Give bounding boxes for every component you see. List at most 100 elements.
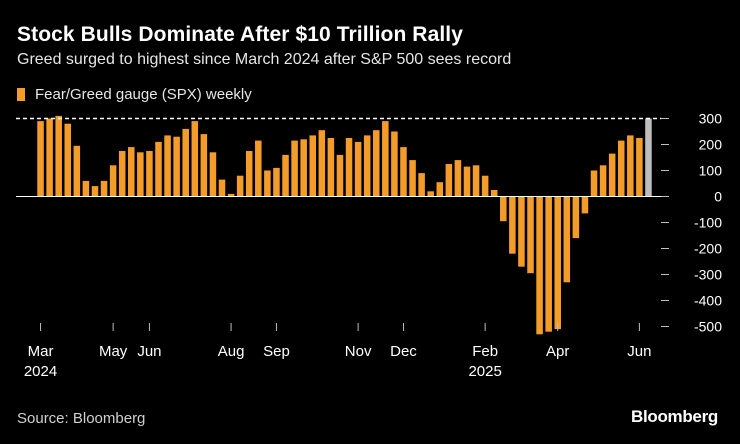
bar — [128, 147, 135, 197]
y-tick-label: -500 — [694, 319, 722, 335]
bar — [200, 134, 208, 197]
bar — [182, 128, 189, 197]
legend: Fear/Greed gauge (SPX) weekly — [17, 86, 252, 103]
chart-title: Stock Bulls Dominate After $10 Trillion … — [17, 23, 464, 46]
x-tick-label: Jun — [137, 343, 161, 360]
bar — [64, 123, 72, 197]
x-tick-label: May — [99, 343, 128, 360]
bar — [164, 135, 171, 197]
x-tick-label: Jun — [627, 343, 651, 360]
bloomberg-logo: Bloomberg — [630, 407, 718, 426]
bar — [554, 196, 561, 330]
bar — [91, 186, 99, 197]
legend-label: Fear/Greed gauge (SPX) weekly — [35, 86, 252, 103]
bar — [509, 196, 516, 254]
bar — [73, 145, 81, 197]
y-tick-label: 0 — [714, 189, 722, 205]
bar — [273, 167, 280, 197]
x-tick-label: Mar — [28, 343, 54, 360]
x-tick-label: Apr — [546, 343, 569, 360]
bar — [563, 196, 571, 283]
bar — [155, 141, 162, 197]
bar — [382, 121, 389, 197]
bar — [527, 196, 534, 274]
bar — [82, 180, 90, 197]
bar — [100, 180, 108, 197]
bar — [336, 154, 344, 197]
bar — [590, 170, 598, 197]
bar — [37, 121, 44, 197]
bar — [599, 165, 607, 197]
bar — [300, 139, 307, 197]
bar — [481, 175, 489, 197]
x-tick-label: Feb — [472, 343, 498, 360]
bar — [472, 165, 480, 197]
bar — [255, 140, 262, 197]
x-tick-label: Nov — [345, 343, 372, 360]
bar — [318, 130, 326, 197]
bar — [418, 173, 425, 197]
bar — [245, 151, 253, 197]
x-tick-label: Dec — [390, 343, 417, 360]
bar — [372, 130, 380, 197]
y-tick-label: 100 — [699, 163, 723, 179]
bar — [572, 196, 580, 239]
bar — [409, 160, 416, 197]
y-axis: 300 200 100 0 -100 -200 -300 -400 -500 — [661, 111, 722, 335]
bar — [118, 151, 126, 197]
bars-group — [37, 115, 652, 335]
bar — [636, 138, 643, 197]
bar — [536, 196, 543, 335]
bar — [264, 170, 271, 197]
y-tick-label: -100 — [694, 215, 722, 231]
bar — [282, 154, 289, 197]
bar — [617, 140, 625, 197]
bar — [55, 115, 62, 197]
bar — [627, 135, 634, 197]
bar — [463, 166, 471, 197]
bar — [137, 152, 144, 197]
bar — [545, 196, 552, 332]
bar — [500, 196, 507, 222]
bar — [209, 152, 217, 197]
bar — [454, 160, 462, 197]
bar-latest — [645, 118, 652, 197]
y-tick-label: -400 — [694, 293, 722, 309]
bar — [236, 175, 244, 197]
bar — [191, 121, 199, 197]
bar — [445, 164, 453, 197]
bar — [608, 153, 616, 197]
bar — [427, 191, 434, 197]
bar — [436, 182, 444, 197]
bar — [291, 140, 298, 197]
x-tick-year: 2025 — [468, 363, 501, 380]
bar — [363, 135, 371, 197]
x-tick-year: 2024 — [24, 363, 57, 380]
bar — [391, 131, 398, 197]
bar — [327, 138, 335, 197]
bar — [354, 141, 362, 197]
bar — [581, 196, 589, 214]
legend-swatch — [17, 88, 25, 101]
y-tick-label: 300 — [699, 111, 723, 127]
y-tick-label: 200 — [699, 137, 723, 153]
bar — [218, 179, 226, 197]
source-note: Source: Bloomberg — [17, 410, 146, 427]
bar — [46, 118, 53, 197]
bar — [400, 147, 407, 197]
x-tick-label: Aug — [218, 343, 245, 360]
bar — [173, 136, 180, 197]
x-axis: Mar 2024 May Jun Aug Sep Nov Dec Feb 2025 Apr Jun — [24, 323, 651, 380]
bar — [109, 165, 117, 197]
chart-subtitle: Greed surged to highest since March 2024… — [17, 51, 512, 68]
bar — [227, 193, 235, 197]
y-tick-label: -200 — [694, 241, 722, 257]
bar — [345, 138, 353, 197]
bar — [146, 151, 153, 197]
bar — [309, 135, 317, 197]
bar — [490, 190, 498, 197]
x-tick-label: Sep — [263, 343, 290, 360]
bar — [518, 196, 525, 267]
y-tick-label: -300 — [694, 267, 722, 283]
